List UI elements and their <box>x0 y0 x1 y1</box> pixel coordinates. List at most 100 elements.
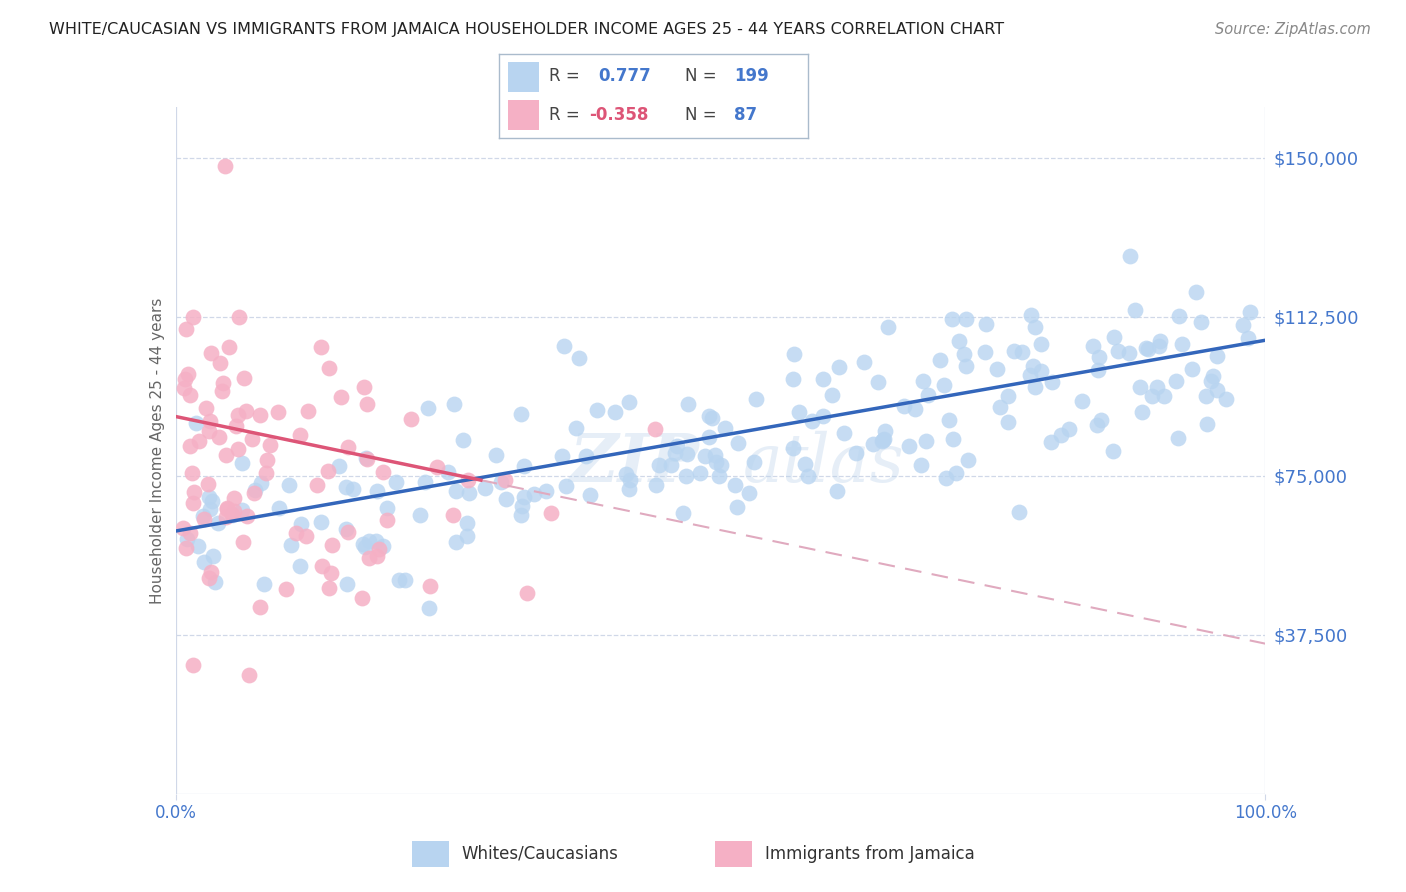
Point <box>207 516 229 530</box>
Point <box>276 582 298 596</box>
Point <box>955 311 977 326</box>
Point <box>910 458 932 472</box>
Point <box>337 524 360 539</box>
Point <box>1057 422 1080 436</box>
Point <box>1085 418 1108 433</box>
Point <box>710 458 733 472</box>
Point <box>796 468 818 483</box>
Point <box>509 508 531 522</box>
Point <box>249 599 271 614</box>
Point <box>956 452 979 467</box>
Point <box>1018 368 1040 383</box>
Point <box>172 521 194 535</box>
Point <box>942 432 965 446</box>
Point <box>872 434 894 448</box>
Point <box>242 432 264 446</box>
Point <box>309 339 332 353</box>
Point <box>356 397 378 411</box>
Point <box>318 361 340 376</box>
Point <box>198 571 221 585</box>
Point <box>215 448 238 462</box>
Point <box>1140 389 1163 403</box>
Point <box>267 404 290 418</box>
Point <box>1102 330 1125 344</box>
Point <box>911 375 934 389</box>
Text: 199: 199 <box>734 68 769 86</box>
Point <box>661 458 683 472</box>
Point <box>290 517 312 532</box>
Point <box>938 413 960 427</box>
Point <box>457 473 479 487</box>
Point <box>212 376 235 390</box>
Point <box>1170 336 1192 351</box>
Point <box>437 465 460 479</box>
Point <box>217 502 239 516</box>
Point <box>198 414 221 428</box>
Point <box>540 506 562 520</box>
Point <box>648 458 671 472</box>
Point <box>418 600 440 615</box>
Point <box>1118 346 1140 360</box>
Point <box>284 526 307 541</box>
Point <box>280 538 302 552</box>
Point <box>441 508 464 522</box>
Point <box>1185 285 1208 299</box>
Point <box>727 436 749 450</box>
Point <box>695 449 717 463</box>
Point <box>354 450 377 465</box>
Point <box>1164 375 1187 389</box>
Point <box>510 499 533 513</box>
Point <box>256 453 278 467</box>
Point <box>898 439 921 453</box>
Text: -0.358: -0.358 <box>589 105 648 123</box>
Point <box>948 334 970 348</box>
Point <box>1087 362 1109 376</box>
Point <box>1201 374 1223 388</box>
Point <box>356 452 378 467</box>
Point <box>249 408 271 422</box>
Text: atlas: atlas <box>742 431 904 496</box>
Point <box>1239 305 1261 319</box>
Point <box>494 474 516 488</box>
Point <box>1022 359 1045 373</box>
Point <box>221 508 243 522</box>
Point <box>1008 505 1031 519</box>
Point <box>619 473 641 487</box>
Point <box>523 486 546 500</box>
Point <box>446 534 468 549</box>
Point <box>371 539 394 553</box>
Point <box>512 490 534 504</box>
Point <box>974 345 997 359</box>
Point <box>176 532 198 546</box>
Point <box>1136 342 1159 356</box>
Point <box>1002 344 1025 359</box>
Point <box>666 439 689 453</box>
Point <box>254 467 277 481</box>
Text: Immigrants from Jamaica: Immigrants from Jamaica <box>765 845 974 863</box>
Point <box>318 581 340 595</box>
Point <box>228 408 250 422</box>
Point <box>742 455 765 469</box>
Point <box>672 506 695 520</box>
Point <box>259 438 281 452</box>
Point <box>218 340 240 354</box>
Point <box>551 449 574 463</box>
Point <box>990 400 1012 414</box>
Point <box>509 407 531 421</box>
Point <box>976 318 998 332</box>
Point <box>794 458 817 472</box>
Point <box>419 579 441 593</box>
Point <box>578 488 600 502</box>
Point <box>929 353 952 368</box>
Point <box>603 404 626 418</box>
Point <box>188 434 211 448</box>
Point <box>197 476 219 491</box>
Point <box>534 484 557 499</box>
Point <box>375 513 398 527</box>
Point <box>215 510 238 524</box>
Point <box>811 372 834 386</box>
Point <box>1197 417 1219 431</box>
Point <box>1119 249 1142 263</box>
Point <box>231 503 253 517</box>
Point <box>1019 309 1042 323</box>
